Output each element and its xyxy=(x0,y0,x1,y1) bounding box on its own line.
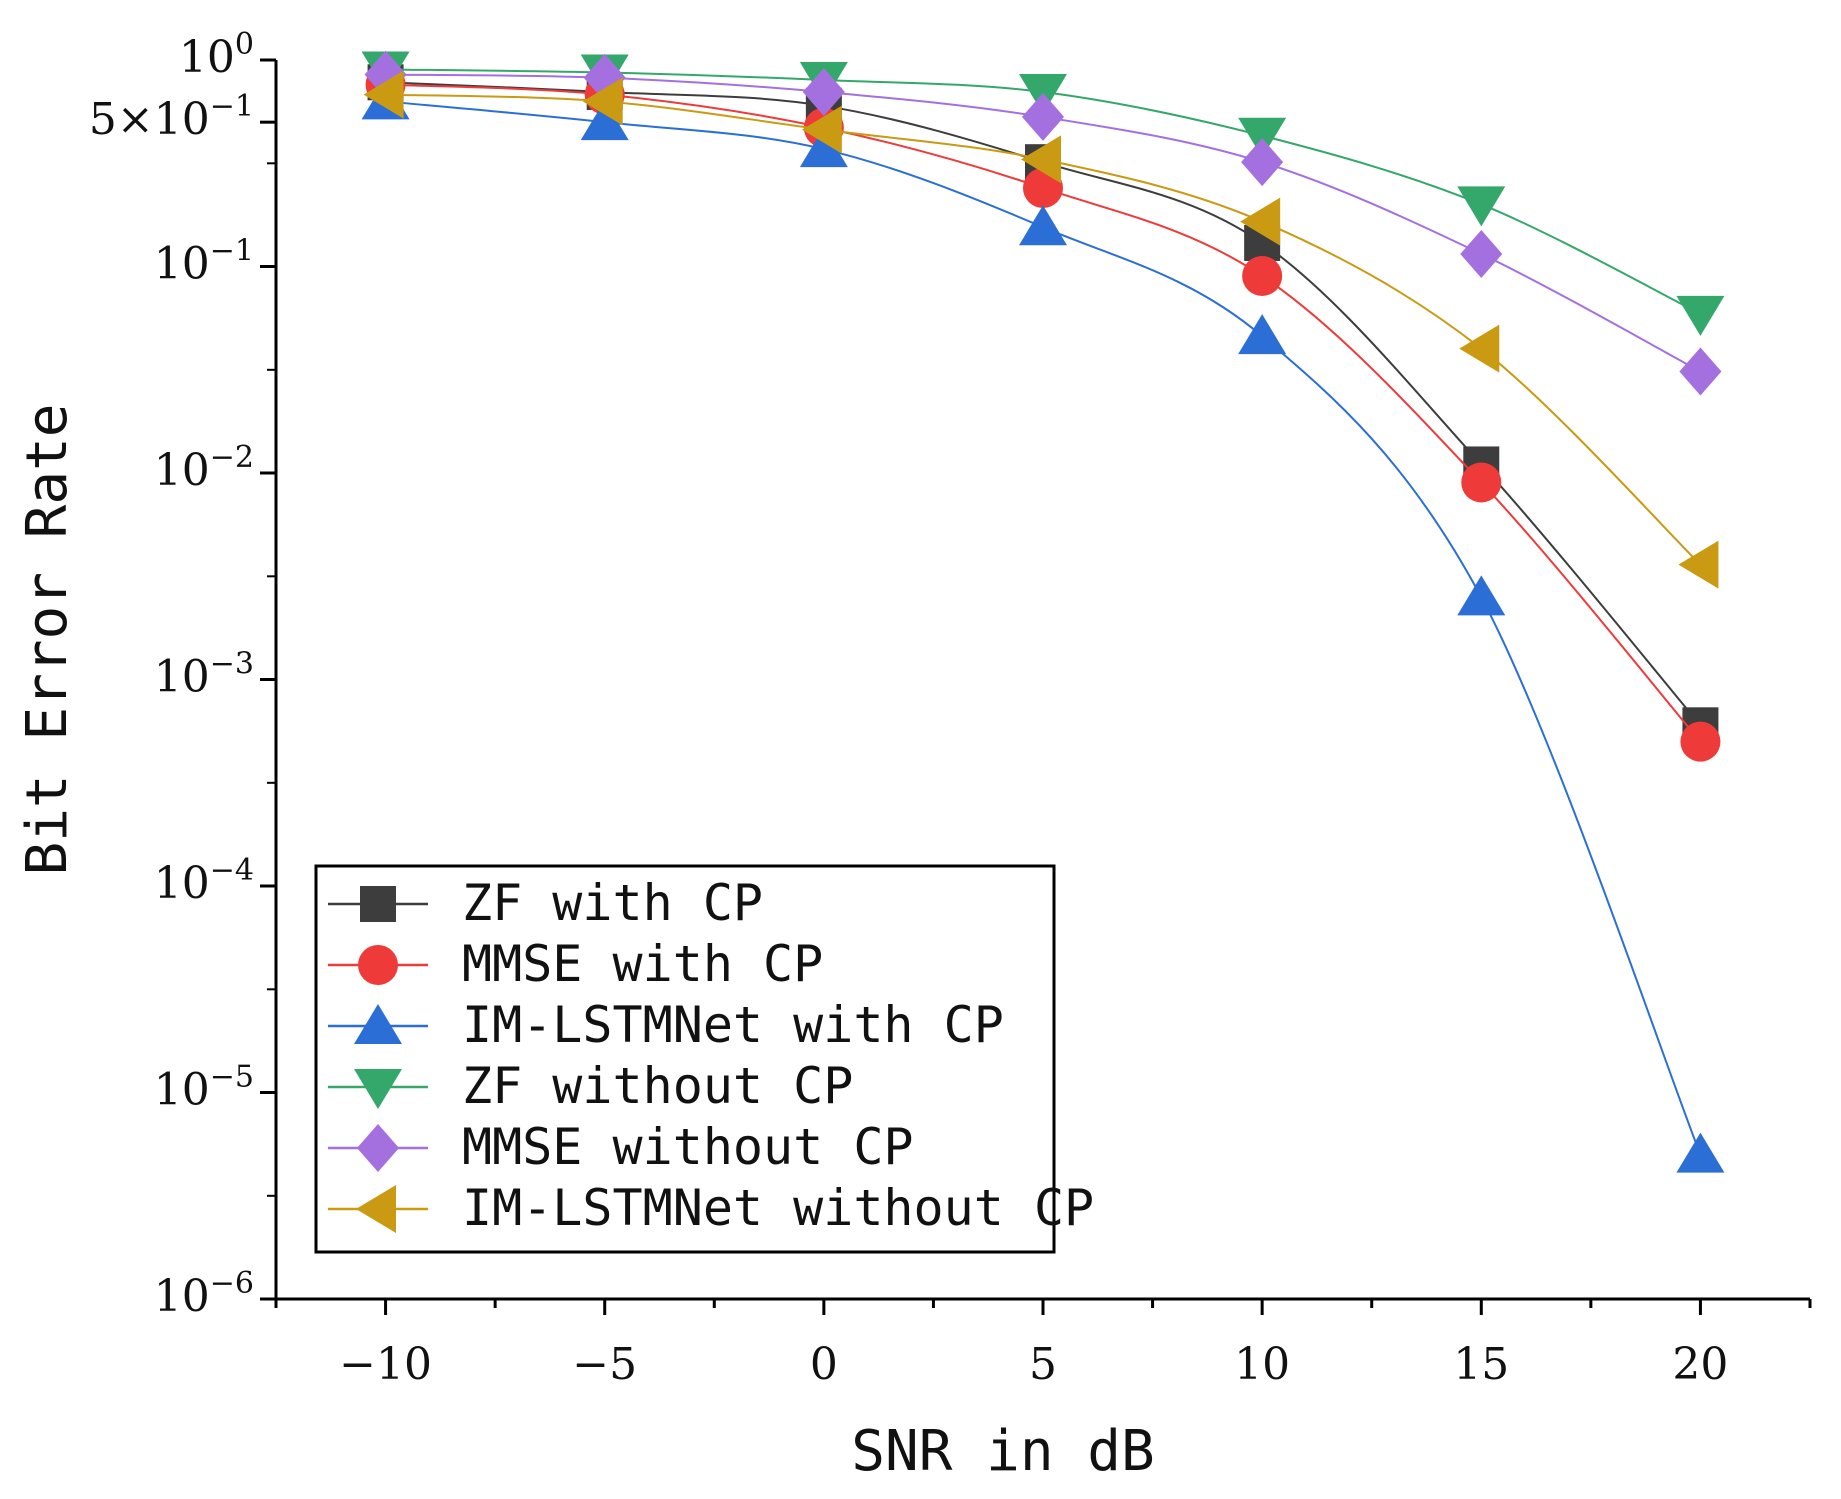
y-axis-title: Bit Error Rate xyxy=(15,403,80,875)
legend-box xyxy=(314,864,1056,1254)
y-tick-label: 10−2 xyxy=(154,440,254,496)
y-tick-label: 100 xyxy=(179,27,254,83)
data-point xyxy=(1457,575,1506,616)
legend-marker xyxy=(357,1124,399,1172)
data-point xyxy=(1680,721,1721,762)
data-point xyxy=(1461,462,1502,503)
data-point xyxy=(580,100,629,141)
x-tick-label: 5 xyxy=(1029,1339,1057,1390)
y-tick-label: 10−1 xyxy=(154,234,254,290)
x-tick-label: −5 xyxy=(572,1339,637,1390)
data-point xyxy=(1021,135,1061,184)
x-tick-label: 20 xyxy=(1672,1339,1728,1390)
y-tick-label: 10−6 xyxy=(154,1266,254,1322)
data-point xyxy=(1457,186,1506,227)
series-5 xyxy=(363,70,1719,589)
data-point xyxy=(1240,197,1281,246)
x-tick-label: 0 xyxy=(810,1339,838,1390)
legend-label: ZF without CP xyxy=(462,1057,853,1115)
y-tick-label: 5×10−1 xyxy=(89,89,254,145)
series-line xyxy=(385,100,1702,1156)
series-layer xyxy=(361,50,1725,1173)
legend-label: IM-LSTMNet with CP xyxy=(462,996,1004,1054)
data-point xyxy=(1678,540,1719,589)
data-point xyxy=(582,77,623,126)
axes: −10 −5 0 5 10 15 20 100 5×10−1 10−1 10−2 10−3 10−4 10… xyxy=(15,27,1812,1484)
data-point xyxy=(1238,117,1287,158)
data-point xyxy=(1242,255,1283,296)
data-point xyxy=(799,127,848,168)
data-point xyxy=(1679,347,1722,396)
data-point xyxy=(1676,1132,1725,1173)
legend-label: ZF with CP xyxy=(462,874,763,932)
data-point xyxy=(1676,295,1725,336)
x-tick-label: 10 xyxy=(1234,1339,1290,1390)
data-point xyxy=(1022,92,1064,141)
legend-label: IM-LSTMNet without CP xyxy=(462,1179,1094,1237)
data-point xyxy=(1241,138,1284,187)
x-axis-title: SNR in dB xyxy=(851,1419,1154,1484)
data-point xyxy=(1459,324,1500,373)
x-tick-label: 15 xyxy=(1453,1339,1509,1390)
legend-marker xyxy=(360,886,396,922)
data-point xyxy=(1238,314,1287,355)
series-2 xyxy=(361,79,1725,1173)
legend-marker xyxy=(354,1069,402,1109)
data-point xyxy=(1460,229,1503,278)
data-point xyxy=(801,105,842,154)
legend-marker xyxy=(358,945,398,985)
legend-marker xyxy=(356,1185,396,1233)
legend-label: MMSE with CP xyxy=(462,935,823,993)
y-tick-label: 10−4 xyxy=(154,853,254,909)
y-tick-label: 10−5 xyxy=(154,1060,254,1116)
x-tick-label: −10 xyxy=(339,1339,432,1390)
legend-label: MMSE without CP xyxy=(462,1118,914,1176)
legend-marker xyxy=(354,1004,402,1044)
data-point xyxy=(363,70,404,119)
data-point xyxy=(802,67,845,116)
y-tick-label: 10−3 xyxy=(154,647,254,703)
data-point xyxy=(1019,205,1067,246)
